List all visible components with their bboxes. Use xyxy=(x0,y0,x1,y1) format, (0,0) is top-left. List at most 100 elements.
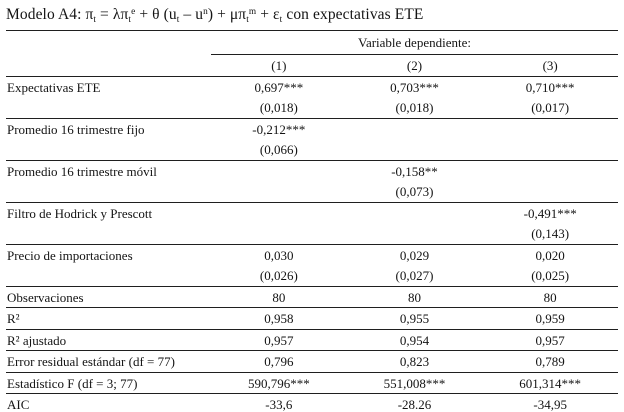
value-cell xyxy=(211,203,347,224)
row-label: Estadístico F (df = 3; 77) xyxy=(7,375,138,391)
value-cell: 0,030 xyxy=(264,247,294,263)
table-row: Expectativas ETE 0,697*** 0,703*** 0,710*** xyxy=(6,77,618,98)
value-cell: (0,025) xyxy=(531,268,570,283)
dependent-variable-row: Variable dependiente: xyxy=(6,31,618,55)
value-cell: -28.26 xyxy=(397,397,432,412)
table-row: Observaciones 80 80 80 xyxy=(6,287,618,308)
value-cell xyxy=(482,119,618,140)
table-row: R² ajustado 0,957 0,954 0,957 xyxy=(6,330,618,351)
table-row: Estadístico F (df = 3; 77) 590,796*** 551,… xyxy=(6,373,618,394)
row-label: Observaciones xyxy=(7,289,84,305)
value-cell xyxy=(482,139,618,160)
title-segment: = λπ xyxy=(96,6,129,23)
table-row: AIC -33,6 -28.26 -34,95 xyxy=(6,394,618,412)
title-segment: + θ (u xyxy=(135,6,177,23)
title-segment: ) + μπ xyxy=(207,6,247,23)
value-cell: 0,703*** xyxy=(390,79,439,95)
title-segment: + ε xyxy=(256,6,280,23)
title-segment: Modelo A4: π xyxy=(6,6,94,23)
title-segment: t xyxy=(128,14,132,25)
value-cell: (0,143) xyxy=(531,226,570,241)
row-label: Expectativas ETE xyxy=(7,79,101,95)
row-label xyxy=(6,223,211,244)
row-label: R² ajustado xyxy=(7,332,67,348)
model-title: Modelo A4: πt = λπte + θ (ut – un) + μπt… xyxy=(6,2,618,31)
row-label xyxy=(6,265,211,286)
value-cell: -33,6 xyxy=(265,397,293,412)
table-row: (0,066) xyxy=(6,139,618,161)
row-label: Error residual estándar (df = 77) xyxy=(7,354,175,369)
value-cell: -0,158** xyxy=(391,163,438,179)
table-row: (0,018) (0,018) (0,017) xyxy=(6,97,618,119)
row-label xyxy=(6,97,211,118)
dependent-variable-spacer xyxy=(6,31,211,55)
value-cell: 0,959 xyxy=(535,311,565,326)
column-header: (1) xyxy=(271,58,287,73)
value-cell: -0,212*** xyxy=(252,121,306,137)
table-row: (0,026) (0,027) (0,025) xyxy=(6,265,618,287)
value-cell: -34,95 xyxy=(533,397,567,412)
value-cell xyxy=(482,181,618,202)
value-cell: 0,823 xyxy=(399,354,430,369)
row-label: AIC xyxy=(7,397,30,412)
value-cell: 0,020 xyxy=(535,247,565,263)
title-segment: n xyxy=(203,6,208,17)
table-row: (0,143) xyxy=(6,223,618,245)
column-header-row: (1) (2) (3) xyxy=(6,55,618,77)
value-cell: 0,789 xyxy=(535,354,565,369)
value-cell: 80 xyxy=(543,289,557,305)
value-cell: 80 xyxy=(407,289,421,305)
column-header: (2) xyxy=(406,58,423,73)
row-label: Precio de importaciones xyxy=(7,247,133,263)
value-cell: (0,066) xyxy=(259,142,298,157)
title-segment: m xyxy=(248,6,257,17)
value-cell: 0,954 xyxy=(399,332,430,348)
title-segment: con expectativas ETE xyxy=(282,6,424,23)
value-cell xyxy=(347,139,483,160)
row-label: R² xyxy=(7,311,20,326)
value-cell: 0,955 xyxy=(399,311,430,326)
title-segment: e xyxy=(131,6,136,17)
value-cell: 590,796*** xyxy=(247,375,310,391)
title-segment: – u xyxy=(179,6,204,23)
value-cell xyxy=(347,203,483,224)
table-row: Promedio 16 trimestre fijo -0,212*** xyxy=(6,119,618,140)
value-cell xyxy=(482,161,618,182)
title-segment: t xyxy=(246,14,249,25)
table-row: (0,073) xyxy=(6,181,618,203)
value-cell: (0,026) xyxy=(259,268,298,283)
value-cell: (0,018) xyxy=(259,100,298,115)
value-cell: 601,314*** xyxy=(519,375,582,391)
column-header: (3) xyxy=(542,58,558,73)
title-segment: t xyxy=(176,14,180,25)
value-cell: 0,697*** xyxy=(254,79,304,95)
row-label xyxy=(6,181,211,202)
dependent-variable-label: Variable dependiente: xyxy=(211,31,618,55)
value-cell: 0,796 xyxy=(264,354,294,369)
value-cell: 0,957 xyxy=(264,332,294,348)
table-body: Expectativas ETE 0,697*** 0,703*** 0,710***… xyxy=(6,77,618,412)
table-row: Error residual estándar (df = 77) 0,796 0,… xyxy=(6,351,618,373)
header-label-spacer xyxy=(6,55,211,76)
value-cell: 80 xyxy=(272,289,286,305)
value-cell: 0,029 xyxy=(399,247,430,263)
value-cell xyxy=(211,161,347,182)
table-row: Promedio 16 trimestre móvil -0,158** xyxy=(6,161,618,182)
value-cell: 551,008*** xyxy=(383,375,446,391)
row-label: Promedio 16 trimestre fijo xyxy=(7,121,145,137)
row-label: Promedio 16 trimestre móvil xyxy=(7,163,157,179)
value-cell: (0,027) xyxy=(395,268,434,283)
value-cell xyxy=(211,223,347,244)
value-cell: 0,958 xyxy=(264,311,294,326)
value-cell: (0,018) xyxy=(395,100,434,115)
table-row: R² 0,958 0,955 0,959 xyxy=(6,308,618,330)
value-cell: (0,017) xyxy=(531,100,570,115)
title-segment: t xyxy=(279,14,283,25)
value-cell: -0,491*** xyxy=(523,205,577,221)
value-cell: 0,710*** xyxy=(525,79,575,95)
table-row: Filtro de Hodrick y Prescott -0,491*** xyxy=(6,203,618,224)
title-segment: t xyxy=(93,14,97,25)
value-cell: 0,957 xyxy=(535,332,565,348)
row-label xyxy=(6,139,211,160)
